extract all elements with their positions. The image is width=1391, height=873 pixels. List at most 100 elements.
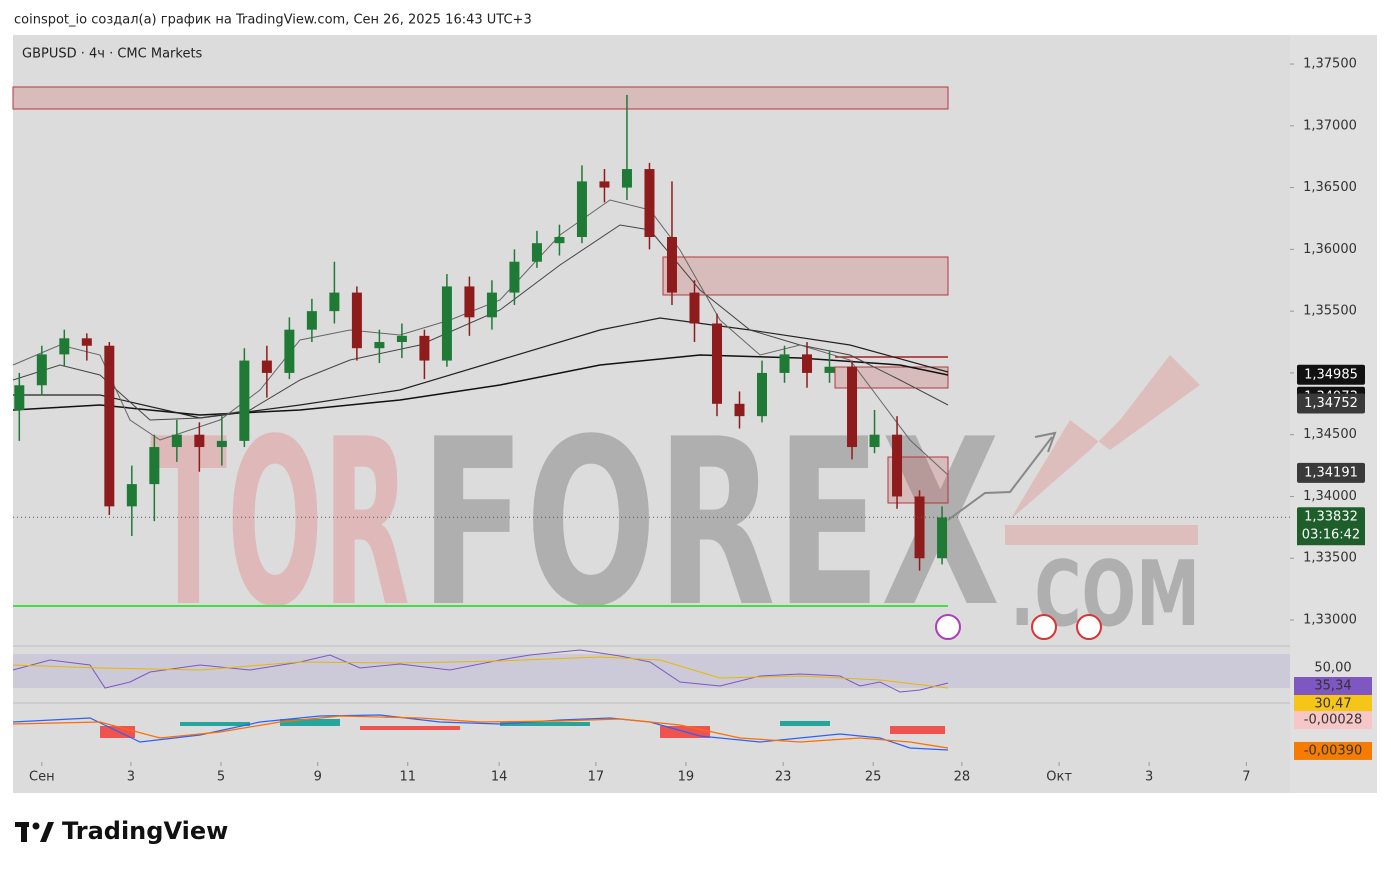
x-tick-label: 28 [954, 770, 971, 785]
watermark: TOR [150, 391, 410, 658]
candle-body [892, 434, 903, 497]
x-tick-label: 9 [314, 770, 322, 785]
y-tick-label: 1,36000 [1303, 242, 1357, 257]
candle-body [351, 292, 362, 349]
x-tick-label: 14 [491, 770, 508, 785]
candle-body [531, 243, 542, 262]
x-tick-label: 11 [399, 770, 416, 785]
macd-tag-label: -0,00390 [1304, 743, 1362, 758]
candle-body [486, 292, 497, 318]
y-tick-label: 1,37500 [1303, 57, 1357, 72]
price-tag-label: 1,34752 [1304, 396, 1358, 411]
candle-body [779, 354, 790, 373]
candle-body [757, 372, 768, 417]
price-tag-label: 1,34985 [1304, 367, 1358, 382]
signal-line [12, 715, 949, 749]
candle-body [284, 329, 295, 373]
candle-body [126, 484, 137, 507]
price-tag [1297, 364, 1365, 385]
countdown-bg [1297, 525, 1365, 546]
chart-title: GBPUSD · 4ч · CMC Markets [22, 47, 203, 62]
candle-body [576, 181, 587, 238]
y-tick-label: 1,33500 [1303, 551, 1357, 566]
candle-body [194, 434, 205, 448]
y-tick-label: 1,33000 [1303, 613, 1357, 628]
candle-body [554, 237, 565, 244]
candle-body [802, 354, 813, 373]
price-tag-label: 1,34191 [1304, 465, 1358, 480]
watermark: FOREX [420, 391, 1000, 658]
moving-averages [12, 199, 949, 476]
candle-body [104, 345, 115, 507]
brand-name: TradingView [62, 817, 228, 845]
rsi-ma [12, 656, 949, 689]
macd-tag [1294, 741, 1372, 760]
rsi-tag-label: 30,47 [1314, 697, 1351, 712]
rsi-tag [1294, 677, 1372, 695]
candle-body [216, 440, 227, 448]
candle-body [374, 342, 385, 349]
brand-logo [15, 822, 54, 842]
candle-body [441, 286, 452, 361]
x-tick-label: 3 [127, 770, 135, 785]
candle-body [711, 323, 722, 404]
macd-tag [1294, 711, 1372, 730]
candle-body [36, 354, 47, 386]
y-tick-label: 1,35500 [1303, 304, 1357, 319]
candle-body [509, 261, 520, 293]
candle-body [666, 237, 677, 293]
candle-body [847, 366, 858, 448]
arrow-head [1034, 431, 1057, 453]
zones [12, 86, 949, 504]
y-tick-label: 1,36500 [1303, 180, 1357, 195]
y-tick-label: 1,34000 [1303, 489, 1357, 504]
candle-body [621, 169, 632, 188]
rsi-tag-label: 35,34 [1314, 679, 1351, 694]
projection-arrow [947, 436, 1053, 521]
candle-body [239, 360, 250, 441]
price-tag [1297, 507, 1365, 528]
candle-body [261, 360, 272, 373]
x-tick-label: 5 [217, 770, 225, 785]
candle-body [396, 335, 407, 343]
candle-body [599, 181, 610, 188]
price-tag [1297, 393, 1365, 414]
rsi-tag-label: 50,00 [1314, 661, 1351, 676]
candle-body [329, 292, 340, 312]
candle-body [644, 169, 655, 238]
x-tick-label: Окт [1046, 770, 1072, 785]
candle-body [171, 434, 182, 448]
candle-body [59, 338, 70, 355]
candle-body [689, 292, 700, 324]
rsi-tag [1294, 695, 1372, 713]
header: coinspot_io создал(а) график на TradingV… [14, 13, 532, 28]
candle-body [464, 286, 475, 318]
candle-body [419, 335, 430, 361]
candle-body [149, 447, 160, 485]
macd-line [12, 714, 949, 751]
countdown: 03:16:42 [1302, 528, 1360, 543]
watermark-bar [1005, 525, 1198, 545]
price-axis-bg [1290, 35, 1377, 793]
candle-body [914, 496, 925, 559]
candle-body [937, 517, 948, 559]
candle-body [306, 311, 317, 330]
x-tick-label: 7 [1242, 770, 1250, 785]
candle-body [869, 434, 880, 448]
x-tick-label: 19 [678, 770, 695, 785]
price-tag-label: 1,33832 [1304, 510, 1358, 525]
price-tag [1297, 462, 1365, 483]
x-tick-label: Сен [29, 770, 55, 785]
x-tick-label: 23 [775, 770, 792, 785]
x-tick-label: 3 [1145, 770, 1153, 785]
candle-body [14, 385, 25, 410]
candle-body [81, 338, 92, 346]
watermark-check [1010, 355, 1200, 520]
candle-body [734, 403, 745, 417]
x-tick-label: 17 [588, 770, 605, 785]
y-tick-label: 1,34500 [1303, 427, 1357, 442]
event-icons [935, 614, 1102, 640]
y-tick-label: 1,37000 [1303, 118, 1357, 133]
